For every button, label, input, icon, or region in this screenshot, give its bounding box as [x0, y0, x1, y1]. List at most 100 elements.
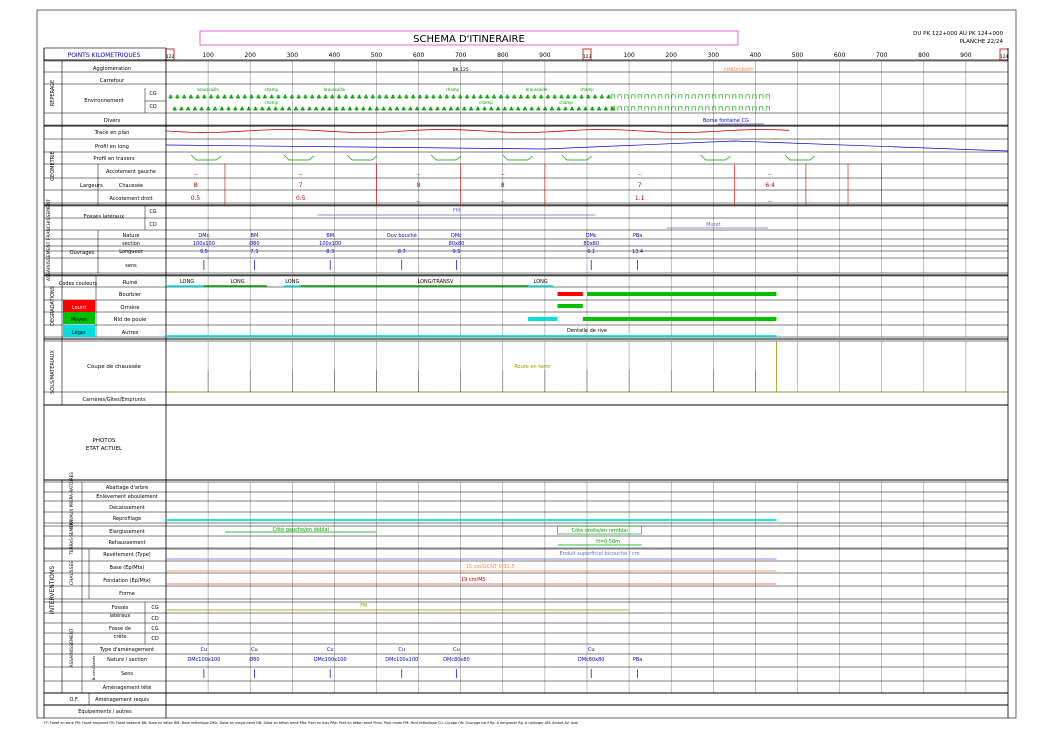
- vegetation-icon: ♣: [401, 106, 406, 113]
- vegetation-icon: ♣: [374, 106, 379, 113]
- vegetation-icon: ♣: [559, 94, 564, 101]
- vegetation-icon: ♣: [538, 94, 543, 101]
- field-icon: ⊓: [624, 105, 629, 113]
- cg-label: CG: [149, 91, 156, 97]
- vegetation-icon: ♣: [586, 94, 591, 101]
- title-box: [199, 30, 739, 46]
- nid-leger: [528, 317, 558, 321]
- field-icon: ⊓: [617, 93, 622, 101]
- profil-travers-symbol: [430, 154, 462, 161]
- section-assainissement: ASSAINISSEMENT FRANCHISSEMENT: [46, 199, 52, 281]
- vegetation-icon: ♣: [390, 94, 395, 101]
- ouvrage-ouv_nature: BM: [251, 233, 259, 239]
- vegetation-icon: ♣: [266, 106, 271, 113]
- elarg-droit-box: [557, 525, 643, 535]
- field-icon: ⊓: [637, 93, 642, 101]
- vegetation-icon: ♣: [529, 106, 534, 113]
- photos-label: PHOTOS: [93, 438, 116, 444]
- vegetation-icon: ♣: [478, 94, 483, 101]
- section-interventions: INTERVENTIONS: [49, 566, 56, 615]
- ruine-long: LONG: [534, 279, 548, 285]
- ouvrage-ouv_nature: Ouv bouché: [387, 232, 417, 239]
- field-icon: ⊓: [738, 93, 743, 101]
- elarg-gauche-label: Côté gauche/en déblai: [273, 526, 329, 533]
- pk-tick-label: 100: [202, 52, 214, 59]
- vegetation-icon: ♣: [583, 106, 588, 113]
- row-divers: Divers: [104, 118, 121, 124]
- vegetation-icon: ♣: [320, 106, 325, 113]
- ouvrage-ouv_section: 100x100: [193, 241, 215, 247]
- curage-label: Cu: [327, 647, 334, 653]
- acc-gauche-width: _: [416, 168, 421, 175]
- vegetation-icon: ♣: [475, 106, 480, 113]
- vegetation-icon: ♣: [569, 106, 574, 113]
- vegetation-icon: ♣: [599, 94, 604, 101]
- row-largeurs: Largeurs: [80, 183, 103, 189]
- vegetation-icon: ♣: [462, 106, 467, 113]
- field-icon: ⊓: [752, 93, 757, 101]
- profil-travers-symbol: [700, 154, 731, 161]
- field-icon: ⊓: [718, 105, 723, 113]
- curage-label: Cu: [201, 647, 208, 653]
- row-fosses2: Fossés: [112, 604, 129, 611]
- vegetation-icon: ♣: [226, 106, 231, 113]
- vegetation-icon: ♣: [603, 106, 608, 113]
- vegetation-icon: ♣: [246, 106, 251, 113]
- row-agglomeration: Agglomération: [93, 65, 131, 72]
- field-icon: ⊓: [664, 93, 669, 101]
- field-icon: ⊓: [711, 105, 716, 113]
- vegetation-icon: ♣: [262, 94, 267, 101]
- pk-marker-label: 123: [583, 54, 592, 60]
- vegetation-icon: ♣: [172, 106, 177, 113]
- field-icon: ⊓: [671, 93, 676, 101]
- field-icon: ⊓: [725, 105, 730, 113]
- acc-gauche-width: _: [298, 168, 303, 175]
- row-autres: Autres: [122, 330, 139, 336]
- code-leger: [63, 325, 95, 337]
- ouvrage-ouv_nature: DMc: [586, 233, 597, 239]
- nature-section-value: Ø80: [249, 656, 259, 663]
- bourbier-moyen: [587, 292, 777, 296]
- vegetation-icon: ♣: [590, 106, 595, 113]
- vegetation-icon: ♣: [327, 106, 332, 113]
- field-icon: ⊓: [650, 93, 655, 101]
- row-nid: Nid de poule: [114, 317, 147, 323]
- profil-en-long-line: [165, 140, 1009, 152]
- bk-marker: BK.125: [453, 67, 469, 73]
- vegetation-icon: ♣: [592, 94, 597, 101]
- vegetation-icon: ♣: [424, 94, 429, 101]
- chaussee-width: 8: [501, 182, 505, 189]
- field-icon: ⊓: [637, 105, 642, 113]
- profil-travers-symbol: [283, 154, 315, 161]
- vegetation-icon: ♣: [437, 94, 442, 101]
- profil-travers-symbol: [502, 154, 534, 161]
- base-label: 15 cm/GCNT 0/31,5: [466, 564, 515, 570]
- pk-tick-label: 900: [539, 52, 551, 59]
- vegetation-icon: ♣: [388, 106, 393, 113]
- page-frame: [36, 9, 1017, 719]
- vegetation-icon: ♣: [417, 94, 422, 101]
- vegetation-icon: ♣: [192, 106, 197, 113]
- points-km-label: POINTS KILOMETRIQUES: [68, 52, 141, 59]
- vegetation-icon: ♣: [363, 94, 368, 101]
- pk-tick-label: 900: [960, 52, 972, 59]
- page-title: SCHEMA D'ITINERAIRE: [413, 34, 525, 45]
- vegetation-icon: ♣: [410, 94, 415, 101]
- field-icon: ⊓: [624, 93, 629, 101]
- vegetation-icon: ♣: [300, 106, 305, 113]
- nature-section-value: DMc100x100: [187, 657, 220, 663]
- row-profil-travers: Profil en travers: [93, 156, 134, 162]
- row-fosses2b: latéraux: [110, 612, 131, 619]
- acc-gauche-width: _: [637, 168, 642, 175]
- planche-number: PLANCHE 22/24: [960, 39, 1004, 45]
- vegetation-icon: ♣: [175, 94, 180, 101]
- row-bourbier: Bourbier: [119, 292, 142, 298]
- field-icon: ⊓: [758, 93, 763, 101]
- vegetation-icon: ♣: [421, 106, 426, 113]
- row-ouvrages: Ouvrages: [70, 250, 95, 256]
- pk-tick-label: 200: [244, 52, 256, 59]
- vegetation-icon: ♣: [222, 94, 227, 101]
- vegetation-icon: ♣: [471, 94, 476, 101]
- chaussee-width: 7: [299, 182, 303, 189]
